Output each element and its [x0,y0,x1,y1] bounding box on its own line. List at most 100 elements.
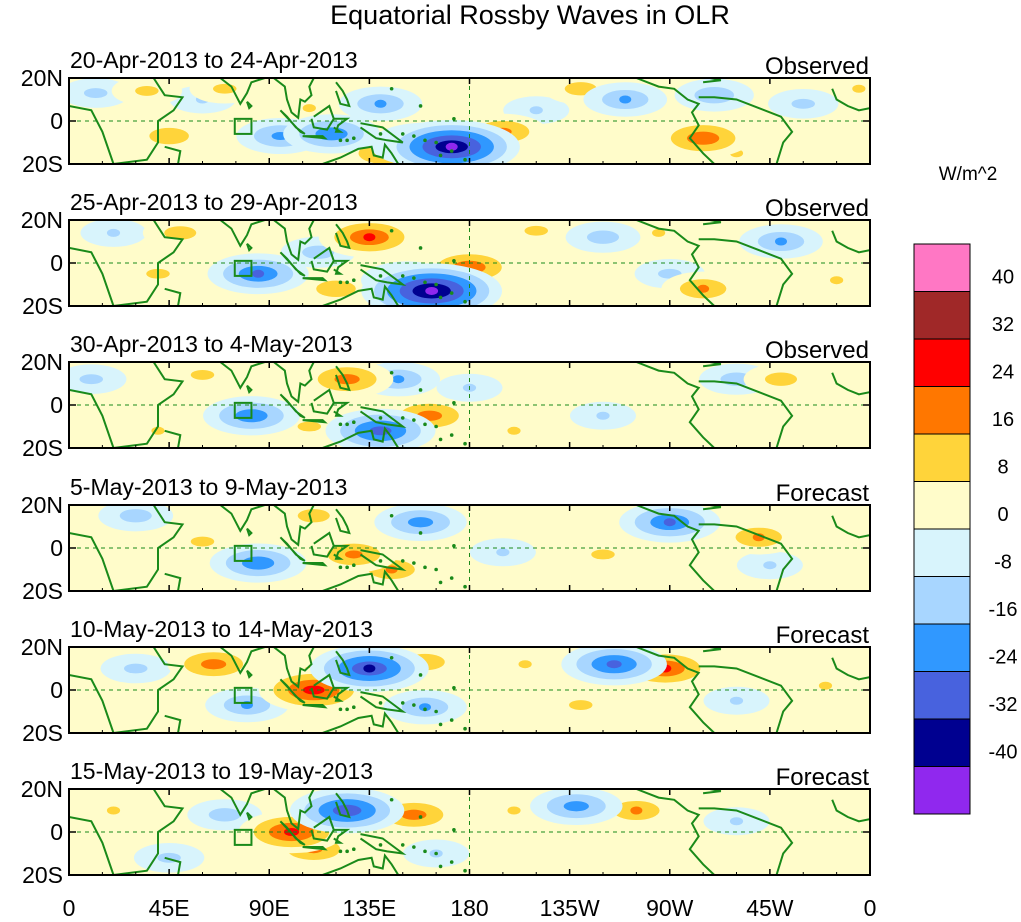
panel-date-label: 5-May-2013 to 9-May-2013 [70,474,347,500]
anomaly-contour [791,98,815,109]
coastline [302,277,328,282]
island [412,418,416,422]
island [378,843,383,847]
coastline [333,259,351,275]
colorbar-swatch [913,528,971,577]
anomaly-contour [149,127,189,145]
coastline [302,135,328,140]
anomaly-contour [586,230,620,244]
coastline [698,523,794,591]
island [423,422,427,427]
coastline [273,362,315,404]
anomaly-contour [334,374,360,385]
anomaly-contour [208,808,241,822]
colorbar-swatch [913,243,971,292]
reference-box [233,401,253,419]
island [412,845,416,849]
panel-kind-label: Observed [765,195,869,222]
anomaly-contour [507,806,521,815]
anomaly-contour [661,413,723,440]
island [412,134,416,138]
lon-tick-label: 0 [63,895,76,921]
coastline [310,673,335,700]
island [423,565,427,570]
anomaly-contour [106,806,121,815]
coastline [359,691,407,714]
map-panel: 10-May-2013 to 14-May-2013 Forecast 20N 0 20… [21,616,871,746]
coastline [359,549,407,572]
panel-kind-label: Forecast [776,622,870,649]
island [352,705,356,709]
coastline [831,657,870,681]
coastline [636,647,715,733]
anomaly-contour [524,225,548,236]
coastline [113,78,185,164]
anomaly-contour [401,809,427,820]
island [389,513,394,518]
island [412,561,416,565]
anomaly-contour [297,421,322,432]
colorbar-unit-label: W/m^2 [939,164,998,185]
panel-date-label: 30-Apr-2013 to 4-May-2013 [70,331,353,357]
olr-anomaly-field [69,647,870,733]
lat-tick-label: 0 [50,392,63,418]
lat-tick-label: 20N [21,492,63,518]
colorbar-tick-label: 0 [997,504,1008,526]
island [463,299,467,304]
island [438,437,443,442]
map-panel: 25-Apr-2013 to 29-Apr-2013 Observed 20N 0 20… [21,189,871,319]
island [463,157,467,162]
colorbar-swatch [913,623,971,672]
coastline [831,230,870,254]
anomaly-contour [124,663,148,674]
lat-tick-label: 20N [21,776,63,802]
island [389,797,394,802]
island [338,565,343,570]
coastline [246,100,253,110]
island [434,851,438,856]
panel-kind-label: Forecast [776,480,870,507]
anomaly-contour [663,518,676,527]
island [418,246,423,250]
colorbar-swatch [913,386,971,435]
lat-tick-label: 20S [22,578,63,604]
reference-box [233,828,253,846]
island [418,531,423,535]
island [345,422,349,427]
anomaly-contour [606,660,622,669]
lat-tick-label: 0 [50,819,63,845]
coastline [164,714,182,733]
anomaly-contour [507,426,521,435]
lat-tick-label: 20S [22,862,63,888]
coastline [219,78,266,106]
anomaly-contour [345,550,363,559]
island [338,707,343,712]
olr-anomaly-field [69,220,870,306]
coastline [113,647,185,733]
coastline [335,650,351,677]
coastline [322,711,400,733]
anomaly-contour [138,698,200,725]
island [423,280,427,285]
coastline [310,815,335,842]
island [418,388,423,392]
island [378,701,383,705]
island [400,274,405,278]
lat-tick-label: 20N [21,207,63,233]
anomaly-contour [569,700,593,710]
anomaly-contour [729,817,744,826]
island [378,559,383,563]
anomaly-contour [630,806,643,815]
coastline [164,287,182,306]
island [438,722,443,727]
coastline [273,647,315,689]
coastline [636,505,715,591]
island [434,567,438,572]
anomaly-contour [374,99,387,108]
anomaly-contour [302,104,316,113]
island [423,138,427,143]
reference-box [233,117,253,135]
coastline [698,238,794,306]
coastline [359,122,404,144]
coastline [246,527,253,537]
